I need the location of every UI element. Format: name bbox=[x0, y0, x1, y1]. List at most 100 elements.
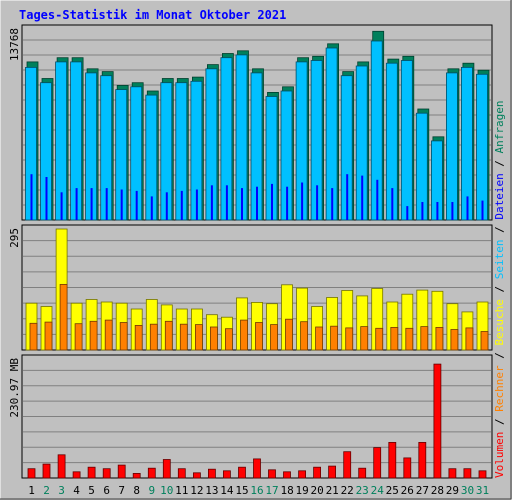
bar-rechner-day-16 bbox=[255, 322, 263, 351]
bar-dateien-day-9 bbox=[150, 196, 153, 220]
legend-item-besuche: Besuche bbox=[493, 299, 506, 345]
bar-rechner-day-4 bbox=[74, 323, 83, 351]
bar-volumen-day-30 bbox=[463, 468, 472, 479]
bar-volumen-day-27 bbox=[418, 441, 427, 479]
bar-dateien-day-4 bbox=[75, 188, 78, 220]
bar-rechner-day-31 bbox=[480, 331, 489, 351]
bar-rechner-day-11 bbox=[179, 323, 188, 351]
bar-volumen-day-2 bbox=[42, 463, 51, 479]
day-label-31: 31 bbox=[476, 484, 489, 497]
day-label-17: 17 bbox=[265, 484, 278, 497]
day-label-13: 13 bbox=[205, 484, 218, 497]
bar-volumen-day-3 bbox=[57, 454, 66, 479]
legend-item-anfragen: Anfragen bbox=[493, 100, 506, 153]
bar-volumen-day-20 bbox=[313, 466, 322, 479]
bar-rechner-day-9 bbox=[149, 323, 158, 351]
bar-rechner-day-7 bbox=[119, 322, 128, 351]
bar-seiten-day-26 bbox=[400, 60, 413, 221]
legend-item-seiten: Seiten bbox=[493, 240, 506, 280]
bar-dateien-day-2 bbox=[45, 177, 48, 220]
bar-seiten-day-29 bbox=[445, 72, 458, 221]
bar-rechner-day-3 bbox=[59, 283, 68, 351]
bar-rechner-day-10 bbox=[164, 320, 173, 351]
day-label-7: 7 bbox=[118, 484, 125, 497]
bar-volumen-day-7 bbox=[117, 464, 126, 479]
bar-volumen-day-9 bbox=[147, 467, 156, 479]
bar-dateien-day-25 bbox=[391, 188, 394, 220]
bar-rechner-day-13 bbox=[209, 326, 218, 351]
bar-rechner-day-19 bbox=[300, 321, 309, 351]
bar-rechner-day-15 bbox=[240, 319, 248, 351]
day-label-8: 8 bbox=[133, 484, 140, 497]
bar-volumen-day-25 bbox=[388, 441, 397, 479]
bar-volumen-day-1 bbox=[27, 468, 36, 479]
legend-separator: / bbox=[493, 220, 506, 240]
bar-rechner-day-21 bbox=[330, 325, 339, 351]
bar-dateien-day-26 bbox=[406, 206, 409, 220]
day-label-25: 25 bbox=[386, 484, 399, 497]
bar-dateien-day-28 bbox=[436, 202, 439, 220]
legend-separator: / bbox=[493, 153, 506, 173]
bar-rechner-day-12 bbox=[194, 324, 203, 351]
day-label-5: 5 bbox=[88, 484, 95, 497]
day-label-2: 2 bbox=[43, 484, 50, 497]
legend-item-volumen: Volumen bbox=[493, 432, 506, 478]
day-label-19: 19 bbox=[295, 484, 308, 497]
legend-text: Volumen / Rechner / Besuche / Seiten / D… bbox=[493, 100, 506, 478]
bar-dateien-day-1 bbox=[30, 174, 33, 220]
bar-rechner-day-6 bbox=[104, 319, 113, 351]
bar-dateien-day-10 bbox=[165, 192, 168, 220]
bar-dateien-day-5 bbox=[90, 188, 93, 220]
day-label-29: 29 bbox=[446, 484, 459, 497]
day-label-15: 15 bbox=[235, 484, 248, 497]
bar-volumen-day-10 bbox=[162, 459, 171, 479]
legend-item-rechner: Rechner bbox=[493, 365, 506, 412]
bar-dateien-day-18 bbox=[286, 186, 289, 220]
bar-volumen-day-4 bbox=[72, 471, 81, 479]
bar-rechner-day-27 bbox=[420, 326, 429, 351]
day-label-9: 9 bbox=[148, 484, 155, 497]
day-label-30: 30 bbox=[461, 484, 474, 497]
bar-volumen-day-12 bbox=[192, 472, 201, 479]
day-label-18: 18 bbox=[280, 484, 293, 497]
day-label-23: 23 bbox=[356, 484, 369, 497]
day-label-27: 27 bbox=[416, 484, 429, 497]
day-label-24: 24 bbox=[371, 484, 385, 497]
bar-rechner-day-24 bbox=[375, 327, 384, 351]
bar-volumen-day-8 bbox=[132, 472, 141, 479]
bar-dateien-day-3 bbox=[60, 192, 63, 220]
bar-rechner-day-17 bbox=[270, 324, 278, 351]
bar-dateien-day-27 bbox=[421, 202, 424, 220]
panel-volume-ymax-label: 230.97 MB bbox=[8, 358, 21, 418]
bar-rechner-day-1 bbox=[29, 322, 38, 351]
bar-rechner-day-26 bbox=[405, 327, 414, 351]
chart-title: Tages-Statistik im Monat Oktober 2021 bbox=[19, 8, 286, 22]
day-label-20: 20 bbox=[310, 484, 323, 497]
bar-volumen-day-6 bbox=[102, 468, 111, 479]
bar-dateien-day-14 bbox=[225, 185, 228, 220]
bar-dateien-day-16 bbox=[256, 186, 258, 220]
bar-rechner-day-20 bbox=[315, 326, 324, 351]
day-label-28: 28 bbox=[431, 484, 444, 497]
bar-dateien-day-23 bbox=[361, 175, 364, 220]
bar-volumen-day-21 bbox=[328, 465, 337, 479]
bar-dateien-day-22 bbox=[346, 174, 349, 220]
bar-dateien-day-17 bbox=[271, 183, 273, 220]
bar-rechner-day-29 bbox=[450, 329, 459, 351]
bar-rechner-day-14 bbox=[224, 328, 233, 351]
bar-rechner-day-2 bbox=[44, 321, 53, 351]
panel-visits: 295 bbox=[8, 224, 493, 351]
bar-dateien-day-19 bbox=[301, 182, 304, 220]
bar-dateien-day-11 bbox=[180, 190, 183, 220]
bar-rechner-day-18 bbox=[285, 318, 293, 351]
chart-panels: 13768 295 230.97 MB bbox=[8, 24, 493, 479]
bar-volumen-day-14 bbox=[222, 470, 231, 479]
bar-rechner-day-5 bbox=[89, 320, 98, 351]
bar-volumen-day-11 bbox=[177, 468, 186, 479]
day-label-6: 6 bbox=[103, 484, 110, 497]
legend-item-dateien: Dateien bbox=[493, 173, 506, 219]
bar-dateien-day-31 bbox=[481, 200, 484, 220]
bar-volumen-day-17 bbox=[268, 469, 276, 479]
bar-volumen-day-31 bbox=[478, 470, 487, 479]
